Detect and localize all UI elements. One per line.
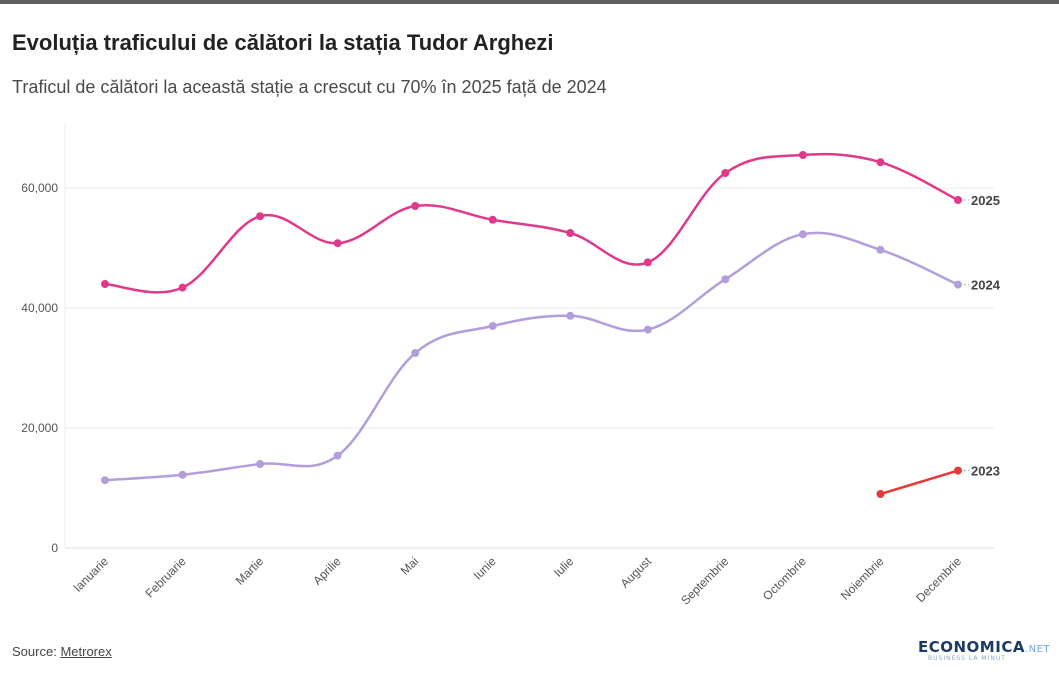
source-link[interactable]: Metrorex	[60, 644, 112, 659]
x-tick-label: Februarie	[142, 554, 188, 600]
data-point-2024	[954, 280, 962, 289]
x-tick-label: Ianuarie	[71, 554, 112, 595]
x-tick-label: Aprilie	[310, 554, 344, 588]
x-tick-label: Octombrie	[760, 554, 809, 603]
series-label-2025: 2025	[971, 193, 1000, 208]
data-point-2025	[488, 215, 497, 224]
data-point-2024	[411, 349, 420, 357]
x-tick-label: Decembrie	[913, 554, 964, 605]
x-tick-label: Martie	[233, 554, 267, 588]
data-point-2025	[798, 151, 807, 159]
data-point-2025	[256, 212, 265, 221]
data-point-2025	[954, 196, 962, 204]
source-note: Source: Metrorex	[12, 644, 112, 659]
data-point-2025	[333, 239, 342, 248]
x-tick-label: Mai	[398, 554, 422, 578]
chart-subtitle: Traficul de călători la această stație a…	[12, 77, 607, 97]
x-tick-label: Septembrie	[678, 554, 732, 608]
y-tick-label: 60,000	[21, 181, 58, 195]
x-tick-label: Iulie	[551, 554, 577, 580]
data-point-2023	[954, 466, 962, 475]
data-point-2024	[798, 230, 807, 239]
data-point-2025	[101, 280, 109, 288]
data-point-2024	[256, 460, 265, 468]
data-point-2023	[876, 490, 885, 498]
series-line-2024	[104, 231, 959, 482]
logo-tagline: BUSINESS LA MINUT	[928, 655, 1006, 662]
source-label: Source:	[12, 644, 57, 659]
y-tick-label: 0	[51, 541, 58, 555]
data-point-2024	[178, 470, 187, 479]
x-tick-label: Iunie	[471, 554, 500, 583]
logo-wordmark: ECONOMICA.NET	[918, 638, 1051, 656]
series-line-2023	[880, 469, 959, 496]
economica-logo[interactable]: ECONOMICA.NET BUSINESS LA MINUT	[918, 638, 1050, 664]
x-tick-label: Noiembrie	[838, 554, 887, 603]
data-point-2025	[178, 283, 187, 292]
data-point-2024	[876, 245, 885, 254]
y-tick-label: 20,000	[21, 421, 58, 435]
data-point-2025	[876, 158, 885, 167]
series-line-2025	[104, 152, 959, 294]
data-point-2025	[643, 258, 652, 267]
data-point-2024	[101, 476, 109, 485]
data-point-2024	[721, 275, 730, 284]
y-tick-label: 40,000	[21, 301, 58, 315]
series-label-2024: 2024	[971, 278, 1001, 293]
data-point-2024	[488, 322, 497, 330]
data-point-2024	[566, 311, 575, 320]
x-tick-label: August	[618, 554, 655, 591]
data-point-2025	[411, 202, 420, 210]
chart-title: Evoluția traficului de călători la stați…	[12, 30, 554, 55]
data-point-2025	[566, 229, 575, 237]
data-point-2024	[643, 325, 652, 334]
series-label-2023: 2023	[971, 464, 1000, 479]
data-point-2025	[721, 169, 730, 177]
data-point-2024	[333, 451, 342, 460]
top-border	[0, 0, 1059, 4]
